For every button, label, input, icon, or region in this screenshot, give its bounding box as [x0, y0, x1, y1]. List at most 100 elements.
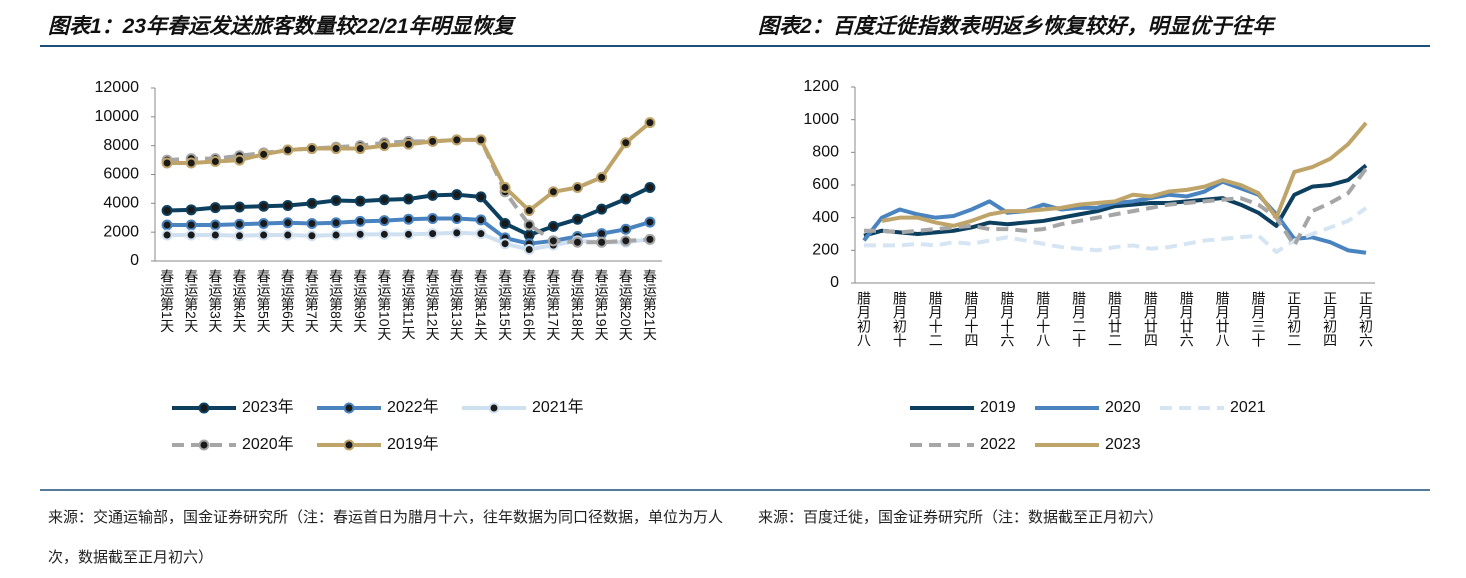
x-tick-label: 春运第9天: [352, 269, 368, 333]
x-tick-label: 腊月廿二: [1107, 291, 1123, 347]
marker: [427, 135, 439, 147]
y-tick-label: 1200: [803, 78, 839, 95]
marker: [547, 186, 559, 198]
marker: [451, 227, 463, 239]
x-tick-label: 春运第16天: [521, 269, 537, 341]
x-tick-label: 春运第2天: [183, 269, 199, 333]
x-tick-label: 正月初四: [1322, 291, 1338, 347]
x-tick-label: 春运第18天: [570, 269, 586, 341]
marker: [475, 191, 487, 203]
marker: [620, 235, 632, 247]
marker: [620, 137, 632, 149]
marker: [306, 230, 318, 242]
marker: [161, 229, 173, 241]
x-tick-label: 春运第20天: [618, 269, 634, 341]
marker: [282, 144, 294, 156]
x-tick-label: 春运第13天: [449, 269, 465, 341]
x-tick-label: 腊月初八: [856, 291, 872, 347]
marker: [330, 194, 342, 206]
marker: [499, 218, 511, 230]
marker: [451, 189, 463, 201]
y-tick-label: 200: [812, 242, 839, 259]
x-tick-label: 春运第6天: [280, 269, 296, 333]
y-tick-label: 12000: [95, 79, 140, 96]
x-tick-label: 腊月初十: [892, 291, 908, 347]
marker: [161, 219, 173, 231]
x-tick-label: 腊月廿八: [1215, 291, 1231, 347]
y-tick-label: 0: [130, 252, 139, 269]
marker: [451, 134, 463, 146]
legend-label: 2020: [1105, 399, 1141, 416]
marker: [330, 217, 342, 229]
x-tick-label: 春运第10天: [376, 269, 392, 341]
legend-label: 2022: [980, 436, 1016, 453]
series-line: [166, 137, 651, 245]
x-tick-label: 春运第3天: [207, 269, 223, 333]
marker: [354, 195, 366, 207]
legend-label: 2022年: [387, 398, 439, 416]
marker: [596, 236, 608, 248]
x-tick-label: 腊月廿六: [1179, 291, 1195, 347]
x-tick-label: 春运第14天: [473, 269, 489, 341]
source-note: 来源：交通运输部，国金证券研究所（注：春运首日为腊月十六，往年数据为同口径数据，…: [48, 509, 724, 566]
x-tick-label: 春运第5天: [256, 269, 272, 333]
marker: [572, 181, 583, 193]
x-tick-label: 腊月三十: [1250, 291, 1266, 347]
marker: [403, 193, 414, 205]
x-tick-label: 春运第4天: [232, 269, 248, 333]
marker: [209, 229, 221, 241]
marker: [354, 143, 366, 155]
y-tick-label: 2000: [103, 223, 139, 240]
chart-title: 图表1：23年春运发送旅客数量较22/21年明显恢复: [48, 15, 514, 38]
marker: [185, 229, 197, 241]
x-tick-label: 春运第15天: [497, 269, 513, 341]
y-tick-label: 4000: [103, 195, 139, 212]
legend-marker: [343, 402, 355, 414]
marker: [378, 194, 390, 206]
marker: [330, 143, 342, 155]
marker: [644, 216, 656, 228]
marker: [378, 228, 390, 240]
x-tick-label: 春运第8天: [328, 269, 344, 333]
x-tick-label: 春运第19天: [594, 269, 610, 341]
marker: [185, 157, 197, 169]
marker: [258, 229, 270, 241]
x-tick-label: 正月初二: [1286, 291, 1302, 347]
x-tick-label: 春运第17天: [545, 269, 561, 341]
y-tick-label: 600: [812, 176, 839, 193]
marker: [427, 228, 439, 240]
marker: [644, 117, 656, 129]
series-line: [863, 163, 1368, 238]
x-tick-label: 正月初六: [1358, 291, 1374, 347]
marker: [234, 218, 245, 230]
legend-marker: [198, 402, 210, 414]
marker: [547, 235, 559, 247]
legend-label: 2019: [980, 399, 1016, 416]
y-tick-label: 6000: [103, 166, 139, 183]
marker: [209, 219, 221, 231]
series-line: [863, 206, 1368, 254]
legend-marker: [488, 402, 500, 414]
marker: [306, 197, 318, 209]
marker: [523, 243, 535, 255]
marker: [644, 181, 656, 193]
legend-marker: [343, 439, 355, 451]
marker: [547, 220, 559, 232]
marker: [185, 204, 197, 216]
y-tick-label: 800: [812, 144, 839, 161]
marker: [209, 156, 221, 168]
marker: [403, 138, 414, 150]
marker: [523, 219, 535, 231]
marker: [354, 228, 366, 240]
y-tick-label: 0: [830, 274, 839, 291]
marker: [234, 230, 245, 242]
marker: [378, 140, 390, 152]
x-tick-label: 腊月十四: [964, 291, 980, 347]
x-tick-label: 春运第11天: [401, 269, 417, 340]
series-line: [881, 121, 1368, 228]
marker: [427, 189, 439, 201]
y-tick-label: 8000: [103, 137, 139, 154]
marker: [209, 202, 221, 214]
